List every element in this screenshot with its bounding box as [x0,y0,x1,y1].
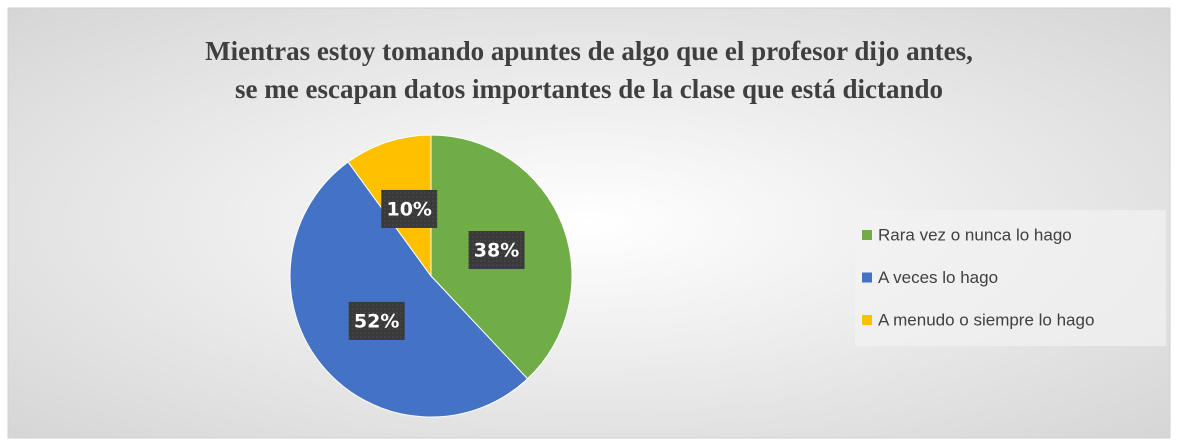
pie-slice [289,161,529,418]
legend-box [855,210,1166,346]
data-label: 10% [386,198,431,220]
legend-label: Rara vez o nunca lo hago [878,225,1072,244]
legend-swatch [862,230,872,240]
legend-swatch [862,315,872,325]
data-label: 38% [474,240,519,262]
legend-label: A veces lo hago [878,268,998,287]
chart-title: se me escapan datos importantes de la cl… [235,74,943,104]
data-label-box [348,301,405,340]
legend-swatch [862,272,872,283]
data-label: 52% [354,310,399,332]
legend-label: A menudo o siempre lo hago [878,310,1094,329]
data-label-box [468,231,525,270]
data-label-box [381,189,438,228]
chart-title: Mientras estoy tomando apuntes de algo q… [205,36,973,66]
